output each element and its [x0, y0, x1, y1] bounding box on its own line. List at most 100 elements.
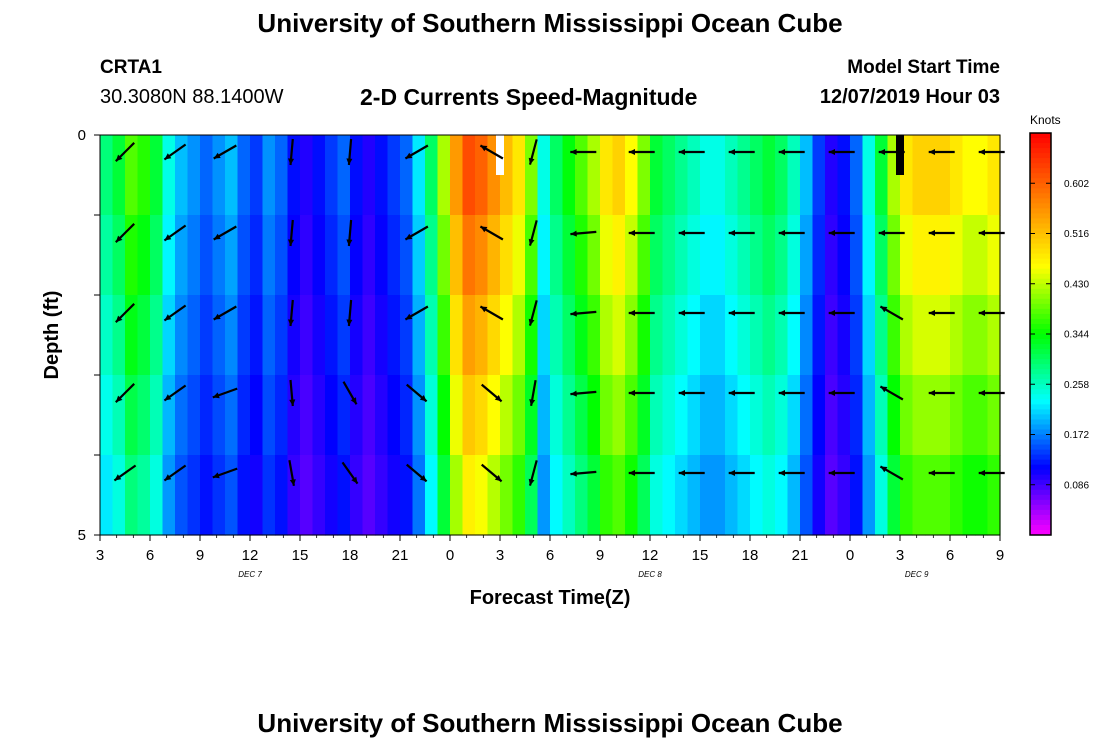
heatmap-cell — [450, 215, 464, 296]
heatmap-cell — [400, 215, 414, 296]
heatmap-cell — [962, 375, 976, 456]
heatmap-cell — [562, 215, 576, 296]
heatmap-cell — [737, 295, 751, 376]
heatmap-cell — [350, 135, 364, 216]
heatmap-cell — [225, 455, 239, 536]
heatmap-cell — [425, 215, 439, 296]
heatmap-cell — [875, 295, 889, 376]
current-arrow-head — [288, 239, 295, 246]
heatmap-cell — [500, 375, 514, 456]
heatmap-cell — [225, 135, 239, 216]
heatmap-cell — [162, 135, 176, 216]
heatmap-cell — [625, 455, 639, 536]
x-tick-label: 18 — [342, 547, 359, 564]
current-arrow-head — [289, 399, 296, 406]
heatmap-cell — [600, 375, 614, 456]
colorbar-segment — [1030, 489, 1051, 496]
heatmap-cell — [225, 215, 239, 296]
day-label: DEC 9 — [905, 570, 929, 579]
heatmap-cell — [300, 455, 314, 536]
heatmap-cell — [250, 295, 264, 376]
heatmap-cell — [862, 455, 876, 536]
heatmap-cell — [625, 375, 639, 456]
x-tick-label: 6 — [946, 547, 954, 564]
heatmap-cell — [650, 215, 664, 296]
x-tick-label: 21 — [392, 547, 409, 564]
heatmap-cell — [112, 135, 126, 216]
heatmap-cell — [512, 135, 526, 216]
heatmap-cell — [350, 455, 364, 536]
heatmap-cell — [575, 455, 589, 536]
heatmap-cell — [837, 215, 851, 296]
heatmap-cell — [150, 375, 164, 456]
heatmap-cell — [887, 455, 901, 536]
heatmap-cell — [537, 455, 551, 536]
heatmap-cell — [575, 215, 589, 296]
current-arrow-head — [480, 226, 488, 233]
current-arrow-head — [828, 470, 835, 476]
heatmap-cell — [787, 455, 801, 536]
heatmap-cell — [312, 215, 326, 296]
colorbar-segment — [1030, 484, 1051, 491]
x-tick-label: 15 — [292, 547, 309, 564]
colorbar-segment — [1030, 248, 1051, 255]
day-label: DEC 8 — [638, 570, 662, 579]
current-arrow-head — [419, 395, 427, 402]
heatmap-cell — [687, 375, 701, 456]
colorbar-segment — [1030, 263, 1051, 270]
current-arrow-head — [164, 234, 172, 241]
y-tick-label: 5 — [78, 527, 86, 544]
current-arrow-head — [728, 310, 735, 316]
heatmap-cell — [262, 375, 276, 456]
heatmap-cell — [162, 375, 176, 456]
heatmap-cell — [912, 455, 926, 536]
colorbar-segment — [1030, 509, 1051, 516]
heatmap-cell — [737, 135, 751, 216]
current-arrow-head — [880, 466, 888, 473]
heatmap-cell — [662, 455, 676, 536]
heatmap-cell — [712, 455, 726, 536]
heatmap-cell — [412, 455, 426, 536]
heatmap-cell — [800, 135, 814, 216]
heatmap-cell — [362, 455, 376, 536]
heatmap-cell — [987, 375, 1001, 456]
heatmap-cell — [937, 295, 951, 376]
heatmap-cell — [737, 375, 751, 456]
heatmap-cell — [150, 135, 164, 216]
heatmap-cell — [625, 295, 639, 376]
heatmap-cell — [600, 455, 614, 536]
heatmap-cell — [887, 295, 901, 376]
heatmap-cell — [900, 215, 914, 296]
heatmap-cell — [537, 375, 551, 456]
heatmap-cell — [637, 215, 651, 296]
day-label: DEC 7 — [238, 570, 262, 579]
heatmap-cell — [412, 135, 426, 216]
heatmap-cell — [175, 295, 189, 376]
current-arrow-head — [778, 230, 785, 236]
heatmap-cell — [687, 295, 701, 376]
current-arrow-head — [528, 318, 535, 326]
heatmap-cell — [387, 375, 401, 456]
station-coordinates: 30.3080N 88.1400W — [100, 86, 284, 108]
colorbar-segment — [1030, 313, 1051, 320]
heatmap-cell — [550, 135, 564, 216]
heatmap-cell — [212, 135, 226, 216]
colorbar-segment — [1030, 454, 1051, 461]
heatmap-cell — [100, 215, 114, 296]
heatmap-cell — [637, 295, 651, 376]
colorbar-segment — [1030, 334, 1051, 340]
heatmap-cell — [675, 135, 689, 216]
heatmap-cell — [975, 295, 989, 376]
heatmap-cell — [487, 215, 501, 296]
heatmap-cell — [912, 295, 926, 376]
x-tick-label: 0 — [446, 547, 454, 564]
heatmap-cell — [125, 375, 139, 456]
x-tick-label: 21 — [792, 547, 809, 564]
heatmap-cell — [250, 135, 264, 216]
heatmap-cell — [525, 375, 539, 456]
heatmap-cell — [837, 295, 851, 376]
current-arrow-head — [678, 470, 685, 476]
colorbar-segment — [1030, 379, 1051, 385]
heatmap-cell — [650, 135, 664, 216]
heatmap-cell — [100, 295, 114, 376]
